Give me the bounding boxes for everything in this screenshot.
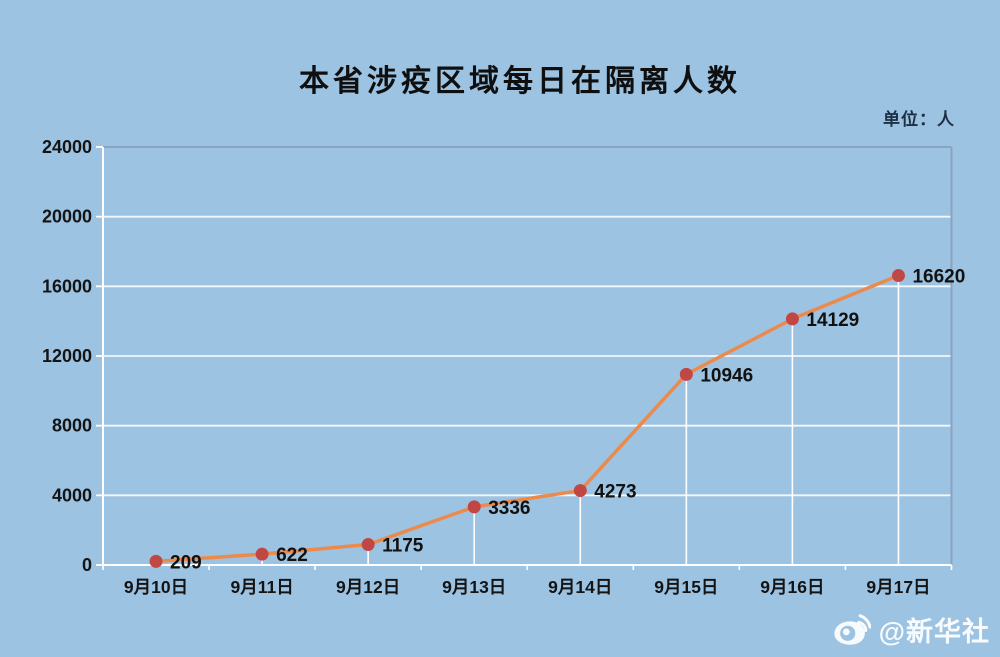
- unit-label: 单位：人: [883, 110, 955, 129]
- data-point: [891, 269, 905, 283]
- y-axis-tick-label: 12000: [42, 346, 92, 366]
- data-point-label: 622: [276, 545, 308, 566]
- data-point: [255, 547, 269, 561]
- series-line: [154, 273, 901, 564]
- watermark-handle: @新华社: [878, 617, 990, 647]
- y-axis-tick-label: 4000: [52, 485, 92, 505]
- x-axis-tick-label: 9月12日: [336, 577, 400, 597]
- x-axis-tick-label: 9月14日: [548, 577, 612, 597]
- data-point-label: 10946: [700, 365, 753, 386]
- data-point: [467, 500, 481, 514]
- y-axis-tick-label: 24000: [42, 137, 92, 157]
- data-point-label: 16620: [912, 267, 965, 288]
- y-axis-tick-label: 8000: [52, 416, 92, 436]
- source-watermark: @新华社: [833, 610, 990, 649]
- x-axis-tick-label: 9月15日: [654, 577, 718, 597]
- weibo-icon: [833, 613, 871, 646]
- data-point-label: 14129: [806, 310, 859, 331]
- chart-title: 本省涉疫区域每日在隔离人数: [299, 65, 741, 98]
- y-axis-tick-label: 0: [82, 555, 92, 575]
- data-point: [573, 484, 587, 498]
- x-axis-tick-label: 9月11日: [230, 577, 293, 597]
- data-point: [785, 312, 799, 326]
- y-axis-tick-label: 20000: [42, 207, 92, 227]
- y-axis-tick-label: 16000: [42, 276, 92, 296]
- x-axis-tick-label: 9月13日: [442, 577, 506, 597]
- data-point: [679, 367, 693, 381]
- data-point-label: 3336: [488, 498, 530, 519]
- data-point: [149, 554, 163, 568]
- data-point-label: 4273: [594, 482, 636, 503]
- data-point-label: 209: [170, 552, 202, 573]
- data-point-label: 1175: [382, 536, 424, 557]
- data-point: [361, 538, 375, 552]
- x-axis-tick-label: 9月16日: [760, 577, 824, 597]
- x-axis-tick-label: 9月17日: [866, 577, 930, 597]
- x-axis-tick-label: 9月10日: [124, 577, 188, 597]
